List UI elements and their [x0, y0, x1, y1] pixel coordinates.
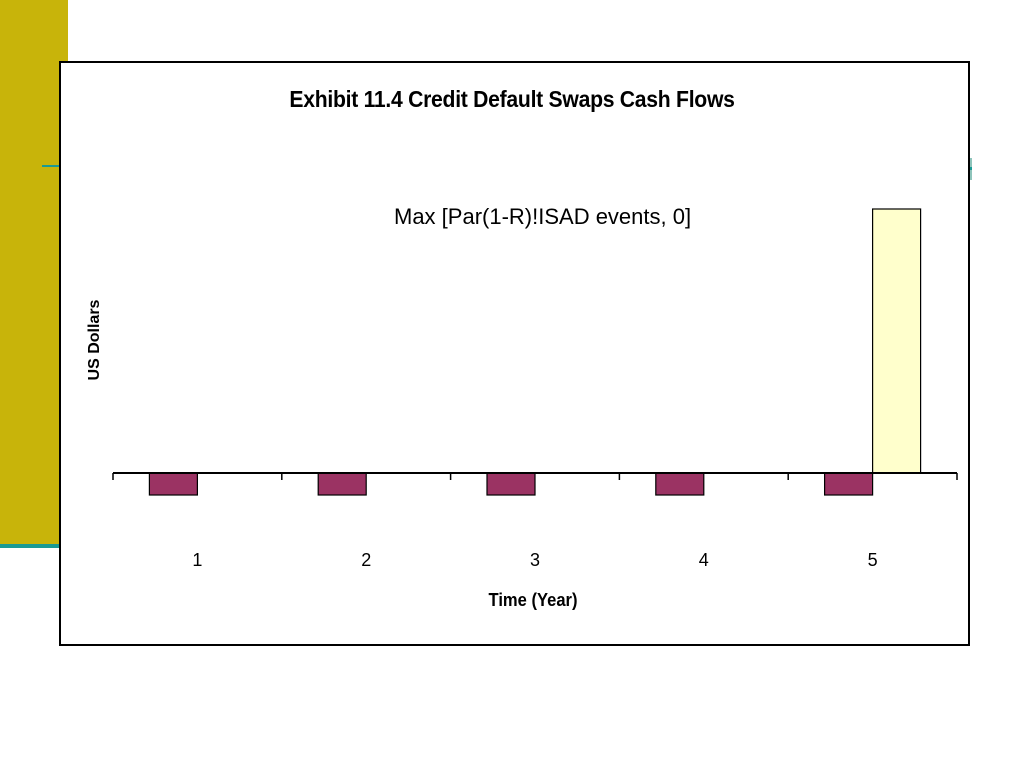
payment-bar-5 — [823, 472, 874, 496]
payment-bar-4 — [655, 472, 705, 496]
chart-annotation: Max [Par(1-R)!ISAD events, 0] — [394, 204, 692, 229]
x-tick-label-5: 5 — [868, 550, 878, 570]
payoff-bar-5 — [871, 208, 922, 474]
x-axis-label: Time (Year) — [488, 590, 578, 610]
x-tick-label-2: 2 — [361, 550, 371, 570]
x-tick-label-4: 4 — [699, 550, 709, 570]
x-tick-label-1: 1 — [192, 550, 202, 570]
payment-bar-1 — [148, 472, 198, 496]
chart-frame — [59, 61, 970, 646]
payment-bar-2 — [317, 472, 367, 496]
teal-accent-line-bottom — [0, 544, 68, 548]
x-tick-label-3: 3 — [530, 550, 540, 570]
chart-title: Exhibit 11.4 Credit Default Swaps Cash F… — [289, 86, 735, 112]
left-accent-band — [0, 0, 68, 547]
payment-bar-3 — [486, 472, 536, 496]
